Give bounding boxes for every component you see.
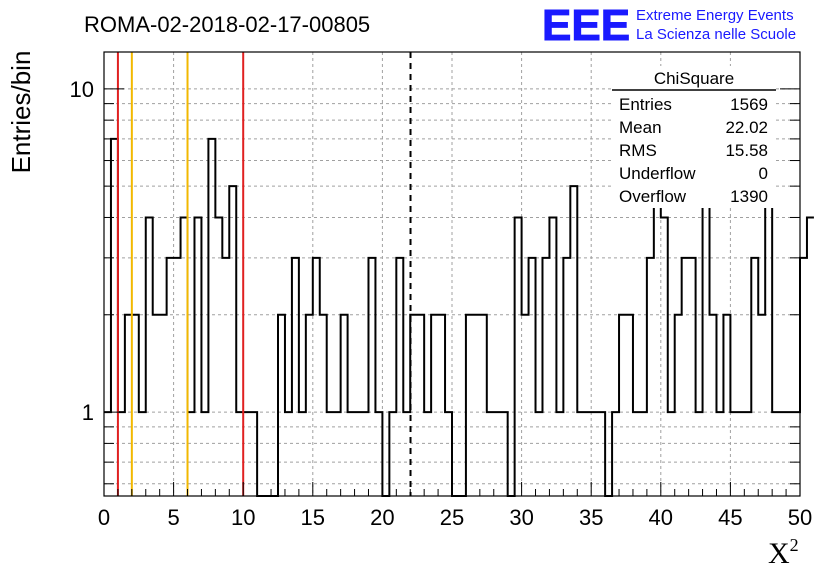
stats-box: ChiSquare Entries 1569 Mean 22.02 RMS 15.58 Un… (612, 66, 776, 208)
histogram-bar (480, 315, 487, 496)
x-tick-label: 25 (440, 505, 464, 530)
y-axis-title: Entries/bin (6, 51, 36, 174)
histogram-bar (466, 315, 473, 496)
x-axis-title-base: X (768, 537, 790, 570)
histogram-bar (570, 186, 577, 496)
axis-ticks (103, 88, 801, 496)
histogram-bar (215, 217, 222, 496)
x-tick-label: 0 (98, 505, 110, 530)
histogram-bar (438, 315, 445, 496)
histogram-bar (125, 315, 132, 496)
eee-logo-line1: Extreme Energy Events (636, 7, 794, 24)
histogram-bar (174, 258, 181, 496)
histogram-bar (417, 315, 424, 496)
histogram-bar (529, 258, 536, 496)
y-tick-label: 1 (82, 400, 94, 425)
eee-logo-line2: La Scienza nelle Scuole (636, 26, 796, 43)
stats-rows: Entries 1569 Mean 22.02 RMS 15.58 Underflow 0 Ov… (619, 95, 768, 206)
stats-row-value: 1390 (730, 187, 768, 206)
stats-row-label: Entries (619, 95, 672, 114)
eee-logo-mark: EEE (542, 1, 630, 50)
x-tick-label: 15 (301, 505, 325, 530)
histogram-bar (306, 315, 313, 496)
histogram-bar (723, 315, 730, 496)
eee-logo: EEE Extreme Energy Events La Scienza nel… (542, 1, 797, 51)
histogram-bar (654, 161, 661, 496)
stats-row-value: 15.58 (725, 141, 768, 160)
histogram-bar (222, 258, 229, 496)
histogram-bar (194, 217, 201, 496)
histogram-bar (111, 139, 118, 496)
histogram-bar (160, 315, 167, 496)
reference-lines (116, 52, 412, 496)
histogram-bar (278, 315, 285, 496)
histogram-bar (431, 315, 438, 496)
histogram-bar (542, 258, 549, 496)
x-tick-label: 35 (579, 505, 603, 530)
histogram-bar (208, 139, 215, 496)
stats-row-value: 1569 (730, 95, 768, 114)
histogram-bar (675, 315, 682, 496)
histogram-bar (626, 315, 633, 496)
histogram-bar (292, 258, 299, 496)
histogram-bar (765, 186, 772, 496)
histogram-bar (132, 315, 139, 496)
histogram-bar (320, 315, 327, 496)
stats-row-value: 22.02 (725, 118, 768, 137)
x-axis-title-sup: 2 (790, 535, 799, 555)
histogram-bar (661, 217, 668, 496)
histogram-bar (647, 258, 654, 496)
histogram-bar (167, 258, 174, 496)
histogram-bar (682, 258, 689, 496)
histogram-bar (368, 258, 375, 496)
histogram-bar (522, 315, 529, 496)
x-tick-label: 10 (231, 505, 255, 530)
chart-title: ROMA-02-2018-02-17-00805 (84, 12, 370, 37)
histogram-bar (181, 217, 188, 496)
y-tick-label: 10 (70, 77, 94, 102)
x-axis-title: X2 (768, 535, 799, 570)
stats-row-label: Mean (619, 118, 662, 137)
histogram-bar (800, 258, 807, 496)
x-tick-label: 45 (718, 505, 742, 530)
stats-row-value: 0 (759, 164, 768, 183)
histogram-bar (396, 258, 403, 496)
x-tick-label: 50 (788, 505, 812, 530)
stats-row-label: Underflow (619, 164, 696, 183)
x-tick-label: 30 (509, 505, 533, 530)
histogram-outline (104, 137, 814, 497)
histogram-bar (751, 258, 758, 496)
histogram-bar (313, 258, 320, 496)
stats-row-label: Overflow (619, 187, 687, 206)
histogram-bar (515, 217, 522, 496)
histogram-bar (689, 258, 696, 496)
x-tick-label: 5 (167, 505, 179, 530)
stats-row-label: RMS (619, 141, 657, 160)
histogram-bar (710, 315, 717, 496)
tick-labels: 0 5 10 15 20 25 30 35 40 45 50 1 10 (70, 77, 813, 530)
histogram-bar (807, 217, 814, 496)
histogram-bars (104, 137, 814, 497)
histogram-bar (619, 315, 626, 496)
stats-box-title: ChiSquare (654, 69, 734, 88)
x-tick-label: 20 (370, 505, 394, 530)
histogram-bar (473, 315, 480, 496)
histogram-bar (563, 258, 570, 496)
histogram-bar (146, 217, 153, 496)
histogram-bar (153, 315, 160, 496)
histogram-bar (229, 186, 236, 496)
histogram-bar (758, 315, 765, 496)
histogram-bar (549, 217, 556, 496)
x-tick-label: 40 (649, 505, 673, 530)
histogram-bar (341, 315, 348, 496)
